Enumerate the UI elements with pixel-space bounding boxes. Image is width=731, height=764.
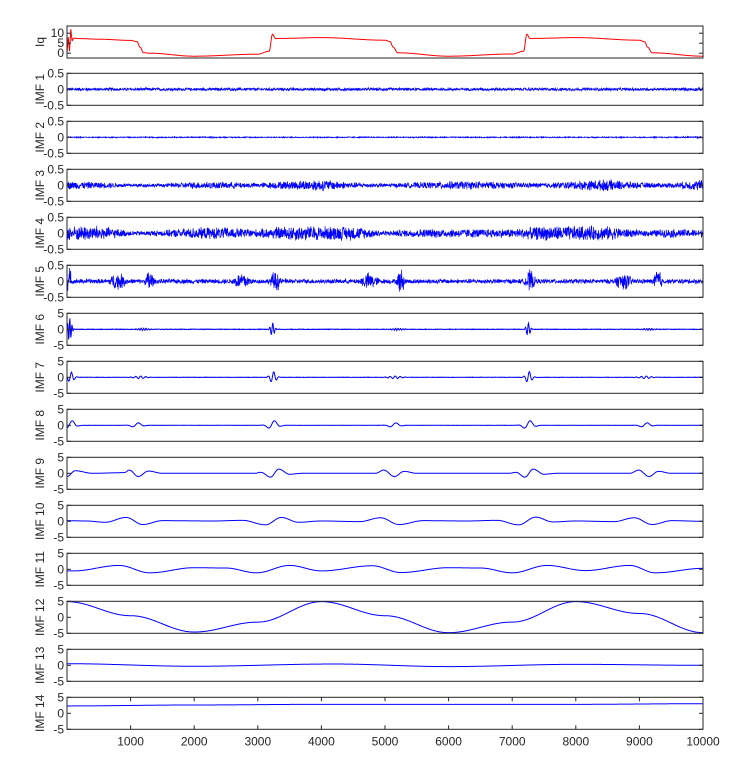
imf-10-ytick-label: 5 xyxy=(57,498,64,512)
imf-10-series-line xyxy=(67,516,703,526)
imf-4-ytick-label: 0 xyxy=(57,226,64,240)
imf-5-ylabel: IMF 5 xyxy=(33,266,47,297)
imf-7-ytick-label: 0 xyxy=(57,370,64,384)
imf-5-ytick-label: -0.5 xyxy=(43,290,64,304)
imf-9-ytick-label: -5 xyxy=(53,482,64,496)
imf-1-series-line xyxy=(66,86,704,93)
imf-8-ytick-label: 0 xyxy=(57,418,64,432)
imf-2-ytick-label: -0.5 xyxy=(43,146,64,160)
imf-3-ytick-label: 0.5 xyxy=(47,162,64,176)
imf-13-ytick-label: -5 xyxy=(53,674,64,688)
imf-3-ytick-label: -0.5 xyxy=(43,194,64,208)
imf-12-ytick-label: 5 xyxy=(57,594,64,608)
xtick-label: 4000 xyxy=(308,734,335,748)
imf-12-ytick-label: -5 xyxy=(53,626,64,640)
imf-1-ytick-label: -0.5 xyxy=(43,98,64,112)
imf-12-ylabel: IMF 12 xyxy=(33,598,47,636)
imf-11-ytick-label: 0 xyxy=(57,562,64,576)
imf-2-ylabel: IMF 2 xyxy=(33,122,47,153)
imf-9-ylabel: IMF 9 xyxy=(33,458,47,489)
imf-11-axes-box xyxy=(66,552,704,586)
imf-12-ytick-label: 0 xyxy=(57,610,64,624)
imf-14-axes-box xyxy=(66,696,704,730)
imf-12-series-line xyxy=(67,601,703,634)
imf-13-series-line xyxy=(67,663,703,668)
imf-11-series-line xyxy=(67,564,703,574)
imf-7-ytick-label: -5 xyxy=(53,386,64,400)
imf-5-series-line xyxy=(66,268,704,294)
imf-12-axes-box xyxy=(66,600,704,634)
imf-9-ytick-label: 5 xyxy=(57,450,64,464)
imf-8-ylabel: IMF 8 xyxy=(33,410,47,441)
xtick-label: 5000 xyxy=(372,734,399,748)
imf-14-ylabel: IMF 14 xyxy=(33,694,47,732)
imf-11-ytick-label: 5 xyxy=(57,546,64,560)
imf-14-ytick-label: -5 xyxy=(53,722,64,736)
imf-2-ytick-label: 0.5 xyxy=(47,114,64,128)
xtick-label: 9000 xyxy=(626,734,653,748)
imf-8-ytick-label: -5 xyxy=(53,434,64,448)
imf-4-ytick-label: -0.5 xyxy=(43,242,64,256)
imf-11-ylabel: IMF 11 xyxy=(33,551,47,588)
imf-2-ytick-label: 0 xyxy=(57,130,64,144)
imf-9-ytick-label: 0 xyxy=(57,466,64,480)
imf-7-series-line xyxy=(66,370,704,383)
imf-10-ytick-label: 0 xyxy=(57,514,64,528)
imf-9-series-line xyxy=(66,468,703,478)
xtick-label: 10000 xyxy=(686,734,720,748)
imf-7-ytick-label: 5 xyxy=(57,354,64,368)
imf-3-ylabel: IMF 3 xyxy=(33,170,47,201)
imf-14-series-line xyxy=(67,703,703,707)
iq-series-line xyxy=(66,29,703,57)
imf-5-ytick-label: 0 xyxy=(57,274,64,288)
imf-3-series-line xyxy=(66,179,704,192)
imf-7-ylabel: IMF 7 xyxy=(33,362,47,393)
imf-3-ytick-label: 0 xyxy=(57,178,64,192)
imf-6-ytick-label: 5 xyxy=(57,306,64,320)
imf-4-series-line xyxy=(66,225,704,241)
xtick-label: 8000 xyxy=(562,734,589,748)
xtick-label: 1000 xyxy=(117,734,144,748)
iq-ytick-label: 10 xyxy=(51,26,65,40)
imf-14-ytick-label: 0 xyxy=(57,706,64,720)
iq-ytick-label: 5 xyxy=(57,36,64,50)
imf-8-series-line xyxy=(66,420,704,429)
imf-10-ylabel: IMF 10 xyxy=(33,502,47,540)
imf-4-ytick-label: 0.5 xyxy=(47,210,64,224)
imf-1-ytick-label: 0.5 xyxy=(47,66,64,80)
imf-14-ytick-label: 5 xyxy=(57,690,64,704)
imf-8-ytick-label: 5 xyxy=(57,402,64,416)
xtick-label: 3000 xyxy=(244,734,271,748)
imf-10-ytick-label: -5 xyxy=(53,530,64,544)
xtick-label: 2000 xyxy=(181,734,208,748)
imf-6-series-line xyxy=(66,318,704,341)
imf-6-ylabel: IMF 6 xyxy=(33,314,47,345)
imf-4-ylabel: IMF 4 xyxy=(33,218,47,249)
imf-6-ytick-label: -5 xyxy=(53,338,64,352)
iq-ylabel: Iq xyxy=(33,37,47,47)
imf-5-ytick-label: 0.5 xyxy=(47,258,64,272)
imf-6-ytick-label: 0 xyxy=(57,322,64,336)
imf-13-ytick-label: 0 xyxy=(57,658,64,672)
xtick-label: 7000 xyxy=(499,734,526,748)
imf-11-ytick-label: -5 xyxy=(53,578,64,592)
imf-1-ylabel: IMF 1 xyxy=(33,74,47,105)
imf-1-ytick-label: 0 xyxy=(57,82,64,96)
iq-axes-box xyxy=(66,25,704,59)
iq-ytick-label: 0 xyxy=(57,46,64,60)
imf-13-ylabel: IMF 13 xyxy=(33,646,47,684)
xtick-label: 6000 xyxy=(435,734,462,748)
imf-2-series-line xyxy=(66,135,704,140)
imf-13-ytick-label: 5 xyxy=(57,642,64,656)
